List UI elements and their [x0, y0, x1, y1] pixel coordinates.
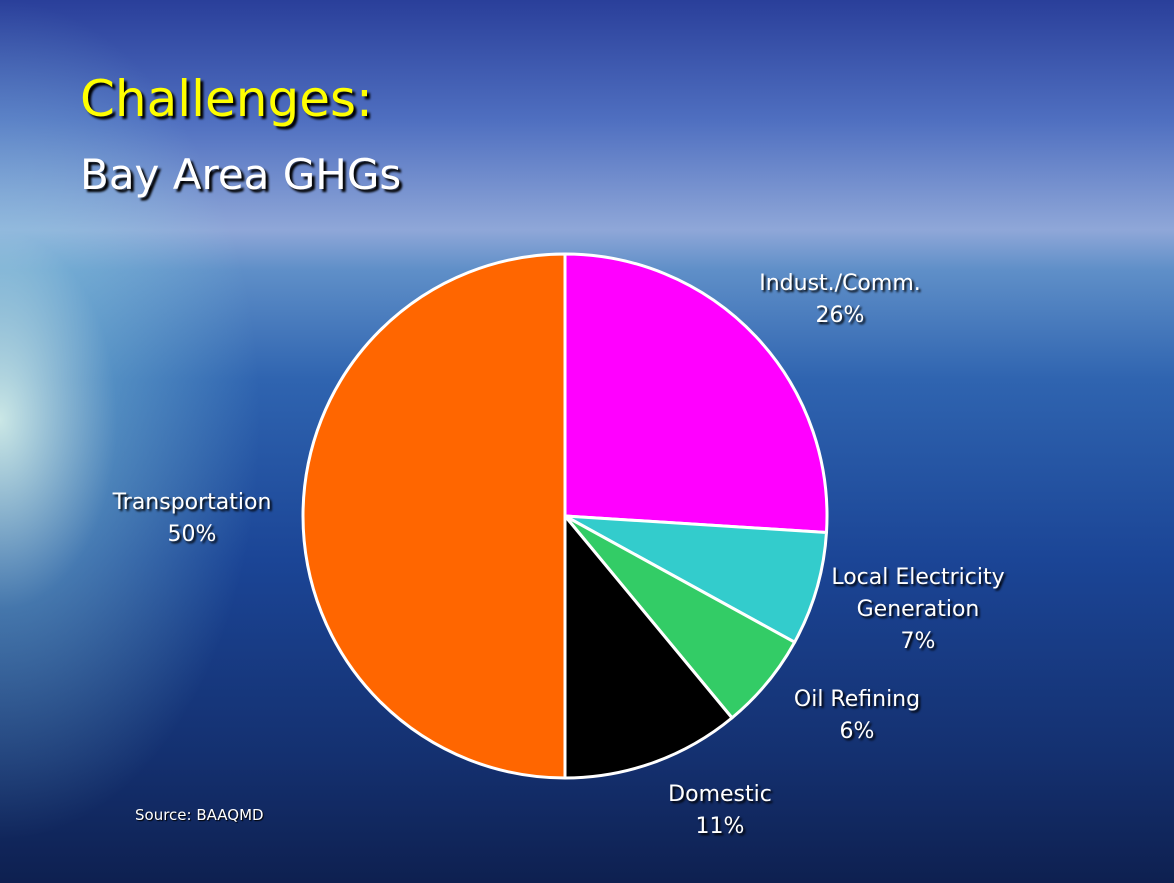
slice-label: Local Electricity Generation 7%: [803, 562, 1033, 658]
slice-name: Transportation: [112, 490, 272, 515]
pie-slice: [563, 252, 829, 534]
chart-subtitle: Bay Area GHGs: [80, 150, 402, 199]
slice-label: Oil Refining 6%: [794, 684, 920, 748]
pie-slice: [563, 514, 734, 780]
slice-label: Indust./Comm. 26%: [759, 268, 921, 332]
slice-label: Transportation 50%: [113, 487, 272, 551]
slice-value-label: 11%: [695, 814, 745, 839]
slice-value-label: 50%: [167, 522, 217, 547]
slice-name: Oil Refining: [793, 687, 921, 712]
source-note: Source: BAAQMD: [135, 806, 264, 824]
pie-slice: [301, 252, 567, 780]
slice-label: Domestic 11%: [668, 779, 772, 843]
slice-value-label: 7%: [900, 629, 936, 654]
slice-value-label: 26%: [815, 303, 865, 328]
pie-slice: [563, 514, 828, 644]
slice-name: Indust./Comm.: [759, 271, 921, 296]
slice-name: Domestic: [668, 782, 772, 807]
slice-value-label: 6%: [839, 719, 875, 744]
chart-title: Challenges:: [80, 70, 373, 128]
slice-name: Local Electricity Generation: [831, 565, 1005, 622]
